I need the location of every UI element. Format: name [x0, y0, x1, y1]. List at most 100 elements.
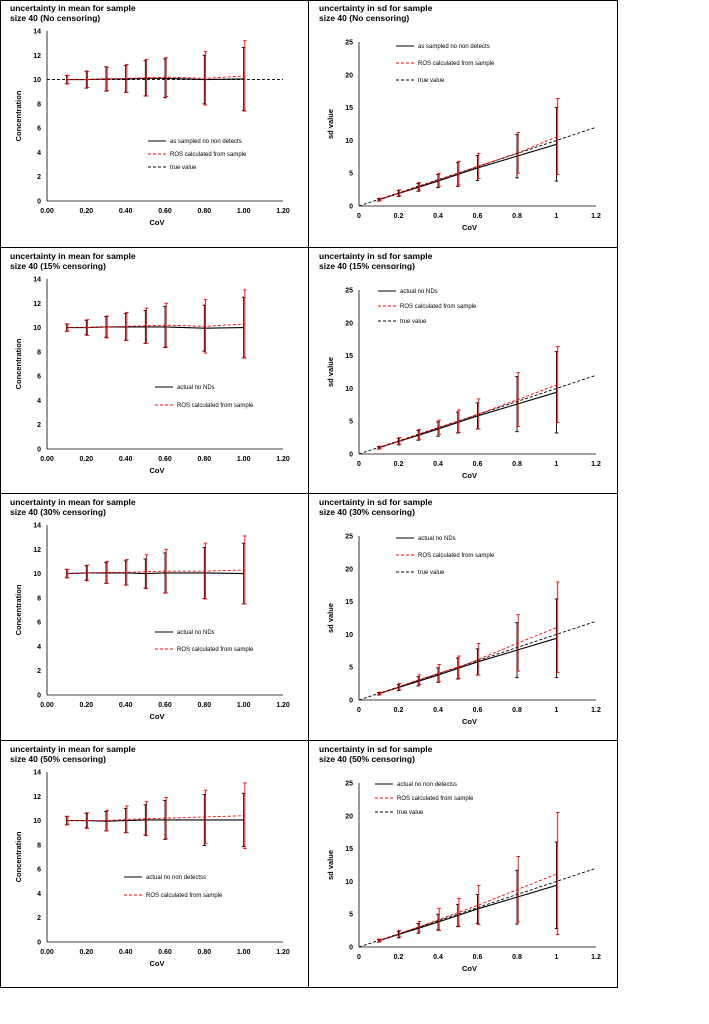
grid-divider-row2 — [0, 493, 618, 494]
legend-entry: actual no NDs — [396, 536, 456, 542]
y-tick-label: 2 — [37, 915, 41, 922]
x-tick-label: 1.00 — [237, 949, 251, 956]
error-bar — [164, 797, 168, 840]
error-bar — [457, 409, 461, 433]
chart-svg: 0.00 0.20 0.40 0.60 0.80 1.00 1.20 0 2 4 6 8 10 12 14 C… — [14, 523, 290, 722]
x-axis-label: CoV — [462, 223, 477, 232]
error-bar — [144, 554, 149, 590]
chart-svg: 0.00 0.20 0.40 0.60 0.80 1.00 1.20 0 2 4 6 8 10 12 14 C… — [14, 29, 290, 228]
error-bar — [144, 59, 149, 97]
y-tick-label: 25 — [345, 781, 353, 788]
svg-text:ROS calculated from sample: ROS calculated from sample — [418, 553, 495, 559]
legend-entry: ROS calculated from sample — [155, 403, 254, 409]
error-bar — [85, 812, 90, 829]
error-bar — [144, 307, 149, 344]
svg-text:true value: true value — [397, 810, 424, 816]
ros-series-line — [379, 873, 558, 941]
y-tick-label: 10 — [33, 77, 41, 84]
x-tick-label: 0.80 — [198, 949, 212, 956]
chart-title: uncertainty in mean for sample size 40 (… — [10, 497, 136, 517]
x-tick-label: 1.20 — [276, 208, 290, 215]
y-tick-label: 15 — [345, 353, 353, 360]
y-tick-label: 6 — [37, 374, 41, 381]
x-axis-label: CoV — [150, 218, 165, 227]
chart-title-line2: size 40 (15% censoring) — [10, 261, 106, 271]
y-tick-label: 8 — [37, 349, 41, 356]
x-tick-label: 0.2 — [394, 707, 404, 714]
legend-entry: true value — [148, 165, 197, 171]
y-tick-label: 0 — [349, 204, 353, 211]
chart-title-line1: uncertainty in sd for sample — [319, 3, 433, 13]
chart-title: uncertainty in sd for sample size 40 (No… — [319, 3, 432, 23]
x-tick-label: 1 — [555, 213, 559, 220]
y-tick-label: 25 — [345, 40, 353, 47]
svg-text:ROS calculated from sample: ROS calculated from sample — [146, 893, 223, 899]
x-tick-label: 0.60 — [158, 949, 172, 956]
error-bar — [125, 559, 129, 586]
error-bar — [457, 655, 461, 679]
svg-text:ROS calculated from sample: ROS calculated from sample — [177, 403, 254, 409]
chart-grid — [0, 0, 618, 988]
y-axis-label: Concentration — [14, 584, 23, 635]
chart-title: uncertainty in sd for sample size 40 (30… — [319, 497, 432, 517]
x-tick-label: 1 — [555, 954, 559, 961]
chart-panel-mean-15-censoring: 0.00 0.20 0.40 0.60 0.80 1.00 1.20 0 2 4 6 8 10 12 14 C… — [0, 248, 308, 494]
error-bar — [476, 643, 481, 676]
chart-svg: 0 0.2 0.4 0.6 0.8 1 1.2 0 5 10 15 20 25 CoV sd value ac… — [326, 781, 601, 974]
x-tick-label: 0.00 — [40, 456, 54, 463]
error-bar — [125, 805, 129, 834]
y-tick-label: 2 — [37, 174, 41, 181]
y-tick-label: 2 — [37, 668, 41, 675]
error-bar — [555, 581, 560, 673]
actual-series-line — [378, 884, 557, 942]
error-bar — [476, 153, 481, 179]
y-tick-label: 10 — [345, 632, 353, 639]
chart-title: uncertainty in mean for sample size 40 (… — [10, 744, 136, 764]
y-axis-label: Concentration — [14, 831, 23, 882]
chart-title-line2: size 40 (No censoring) — [10, 13, 101, 23]
y-axis-label: sd value — [326, 109, 335, 139]
y-tick-label: 6 — [37, 620, 41, 627]
x-tick-label: 0.80 — [198, 456, 212, 463]
svg-text:ROS calculated from sample: ROS calculated from sample — [400, 304, 477, 310]
chart-title-line2: size 40 (15% censoring) — [319, 261, 415, 271]
y-axis-label: sd value — [326, 850, 335, 880]
x-tick-label: 0.00 — [40, 702, 54, 709]
y-tick-label: 15 — [345, 105, 353, 112]
ros-series-line — [67, 815, 245, 822]
x-axis-label: CoV — [150, 959, 165, 968]
y-tick-label: 0 — [349, 945, 353, 952]
svg-text:ROS calculated from sample: ROS calculated from sample — [170, 152, 247, 158]
error-bar — [105, 315, 109, 339]
chart-title: uncertainty in sd for sample size 40 (50… — [319, 744, 432, 764]
x-tick-label: 1.20 — [276, 702, 290, 709]
legend-entry: actual no NDs — [155, 630, 215, 636]
x-tick-label: 0.20 — [80, 949, 94, 956]
svg-text:ROS calculated from sample: ROS calculated from sample — [177, 647, 254, 653]
x-tick-label: 0.80 — [198, 208, 212, 215]
x-tick-label: 0.4 — [433, 707, 443, 714]
chart-svg: 0 0.2 0.4 0.6 0.8 1 1.2 0 5 10 15 20 25 CoV sd value ac… — [326, 534, 601, 727]
svg-text:actual no NDs: actual no NDs — [400, 289, 438, 295]
x-tick-label: 0.00 — [40, 208, 54, 215]
y-tick-label: 10 — [33, 325, 41, 332]
ros-series-line — [67, 569, 245, 575]
x-tick-label: 0.60 — [158, 702, 172, 709]
x-tick-label: 1 — [555, 461, 559, 468]
y-tick-label: 10 — [33, 571, 41, 578]
error-bar — [555, 812, 560, 935]
y-tick-label: 12 — [33, 794, 41, 801]
chart-svg: 0.00 0.20 0.40 0.60 0.80 1.00 1.20 0 2 4 6 8 10 12 14 C… — [14, 277, 290, 476]
legend-entry: ROS calculated from sample — [396, 61, 495, 67]
x-tick-label: 1.2 — [591, 954, 601, 961]
chart-title-line2: size 40 (50% censoring) — [10, 754, 106, 764]
svg-text:actual no non detectss: actual no non detectss — [397, 782, 457, 788]
x-tick-label: 0 — [357, 707, 361, 714]
error-bar — [476, 398, 481, 430]
y-tick-label: 0 — [37, 199, 41, 206]
x-tick-label: 0.00 — [40, 949, 54, 956]
x-tick-label: 0.60 — [158, 208, 172, 215]
chart-title: uncertainty in mean for sample size 40 (… — [10, 251, 136, 271]
y-tick-label: 4 — [37, 398, 41, 405]
y-tick-label: 14 — [33, 770, 41, 777]
